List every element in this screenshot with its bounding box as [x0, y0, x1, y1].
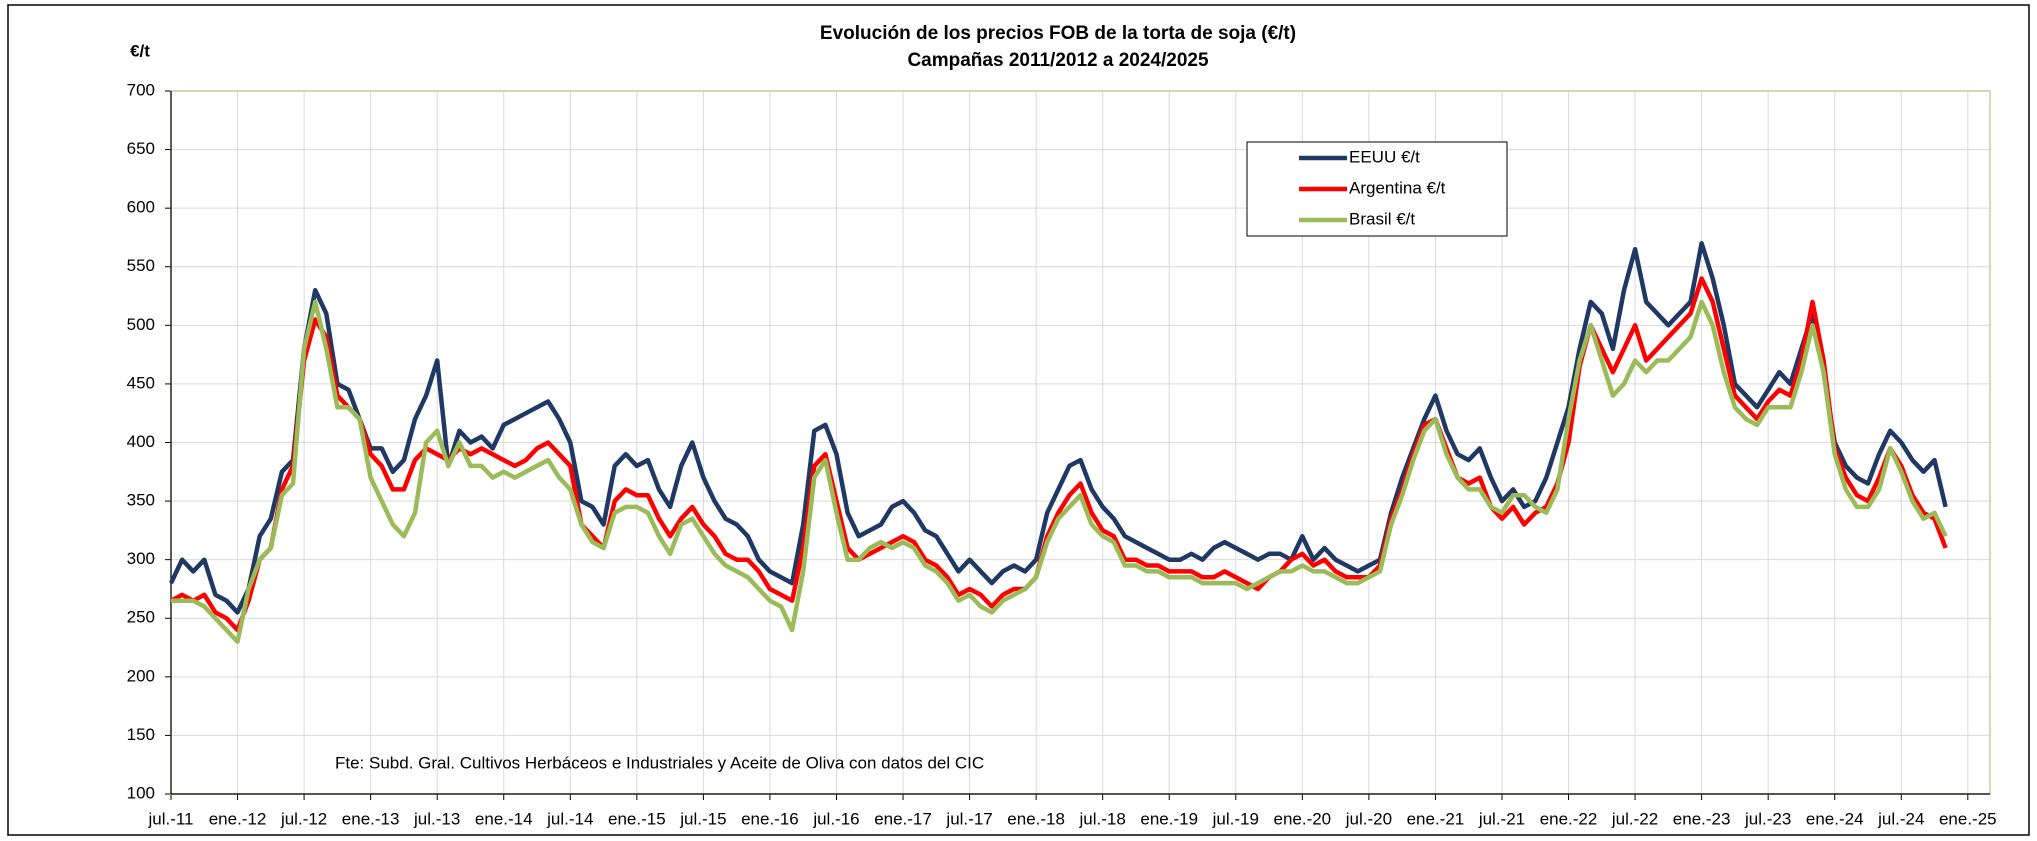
x-tick-label: ene.-21: [1407, 809, 1465, 828]
x-tick-label: jul.-13: [413, 809, 460, 828]
x-tick-label: ene.-13: [342, 809, 400, 828]
x-tick-label: ene.-24: [1806, 809, 1864, 828]
x-tick-label: ene.-23: [1673, 809, 1731, 828]
x-tick-label: jul.-17: [945, 809, 992, 828]
series-line: [169, 276, 1948, 633]
x-tick-label: ene.-16: [741, 809, 799, 828]
x-tick-label: jul.-20: [1345, 809, 1392, 828]
y-tick-label: 700: [127, 80, 155, 99]
x-tick-label: ene.-20: [1273, 809, 1331, 828]
x-tick-label: jul.-23: [1744, 809, 1791, 828]
y-tick-label: 550: [127, 256, 155, 275]
chart-title: Evolución de los precios FOB de la torta…: [820, 23, 1296, 44]
y-tick-label: 600: [127, 198, 155, 217]
y-tick-label: 400: [127, 432, 155, 451]
legend-label: EEUU €/t: [1349, 147, 1420, 166]
y-tick-label: 200: [127, 666, 155, 685]
x-tick-label: ene.-19: [1140, 809, 1198, 828]
chart-subtitle: Campañas 2011/2012 a 2024/2025: [907, 50, 1209, 71]
x-tick-label: jul.-19: [1212, 809, 1259, 828]
legend-label: Brasil €/t: [1349, 209, 1415, 228]
y-tick-label: 250: [127, 608, 155, 627]
x-tick-label: jul.-24: [1877, 809, 1924, 828]
x-tick-label: jul.-15: [679, 809, 726, 828]
x-tick-label: jul.-21: [1478, 809, 1525, 828]
source-note: Fte: Subd. Gral. Cultivos Herbáceos e In…: [335, 753, 984, 772]
chart-border: [7, 4, 2030, 836]
x-tick-label: ene.-14: [475, 809, 533, 828]
x-tick-label: ene.-25: [1939, 809, 1997, 828]
y-tick-label: 450: [127, 373, 155, 392]
x-tick-label: ene.-18: [1007, 809, 1065, 828]
legend-label: Argentina €/t: [1349, 178, 1446, 197]
x-tick-label: ene.-12: [209, 809, 267, 828]
legend-box: [1246, 141, 1508, 237]
y-tick-label: 350: [127, 491, 155, 510]
series-line: [168, 241, 1948, 615]
x-tick-label: jul.-18: [1079, 809, 1126, 828]
y-tick-label: 100: [127, 783, 155, 802]
x-tick-label: jul.-12: [280, 809, 327, 828]
x-tick-label: ene.-17: [874, 809, 932, 828]
y-tick-label: 500: [127, 315, 155, 334]
x-tick-label: jul.-14: [546, 809, 593, 828]
y-tick-label: 650: [127, 139, 155, 158]
series-line: [171, 299, 1948, 644]
y-axis-label: €/t: [130, 41, 150, 60]
x-tick-label: jul.-22: [1611, 809, 1658, 828]
y-tick-label: 300: [127, 549, 155, 568]
x-tick-label: jul.-11: [147, 809, 193, 828]
y-tick-label: 150: [127, 725, 155, 744]
x-tick-label: ene.-15: [608, 809, 666, 828]
x-tick-label: ene.-22: [1540, 809, 1598, 828]
x-tick-label: jul.-16: [812, 809, 859, 828]
